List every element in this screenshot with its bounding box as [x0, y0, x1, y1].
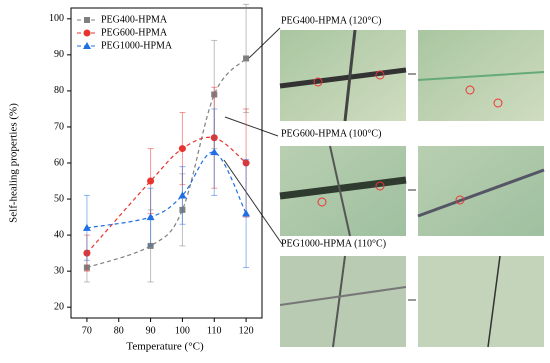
- x-tick-label: 120: [239, 325, 254, 336]
- x-tick-label: 90: [146, 325, 156, 336]
- y-tick-label: 40: [54, 229, 64, 240]
- x-axis-label: Temperature (°C): [126, 341, 204, 353]
- y-tick-label: 100: [49, 13, 64, 24]
- marker: [178, 191, 187, 199]
- legend-marker: [83, 29, 91, 37]
- marker: [82, 223, 91, 231]
- marker: [147, 177, 155, 185]
- y-tick-label: 50: [54, 193, 64, 204]
- y-axis-label: Self-healing properties (%): [8, 103, 20, 223]
- x-tick-label: 80: [114, 325, 124, 336]
- legend-label: PEG600-HPMA: [101, 27, 168, 38]
- y-tick-label: 90: [54, 49, 64, 60]
- annotation: PEG400-HPMA (120°C): [281, 15, 381, 26]
- marker: [242, 209, 251, 217]
- legend-label: PEG400-HPMA: [101, 14, 168, 25]
- marker: [243, 55, 250, 62]
- leader-lines: [223, 27, 283, 245]
- legend-marker: [84, 17, 90, 23]
- x-tick-label: 70: [82, 325, 92, 336]
- trend-line: [86, 151, 247, 229]
- annotation: PEG1000-HPMA (110°C): [281, 238, 386, 249]
- y-tick-label: 30: [54, 265, 64, 276]
- y-tick-label: 80: [54, 85, 64, 96]
- x-tick-label: 110: [207, 325, 222, 336]
- legend-label: PEG1000-HPMA: [101, 40, 173, 51]
- y-tick-label: 70: [54, 121, 64, 132]
- marker: [210, 148, 219, 156]
- legend-marker: [83, 42, 91, 49]
- x-tick-label: 100: [175, 325, 190, 336]
- marker: [146, 213, 155, 221]
- y-tick-label: 20: [54, 301, 64, 312]
- y-tick-label: 60: [54, 157, 64, 168]
- annotation: PEG600-HPMA (100°C): [281, 128, 381, 139]
- marker: [178, 145, 186, 153]
- micrographs: [279, 29, 545, 348]
